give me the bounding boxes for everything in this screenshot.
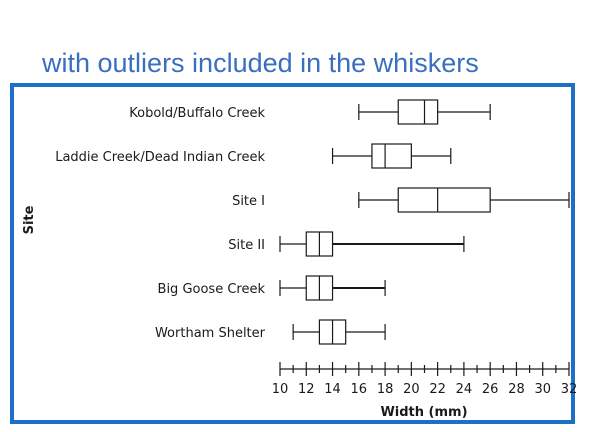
box-plot-row: Kobold/Buffalo Creek <box>129 99 491 125</box>
x-tick-label: 12 <box>298 382 315 397</box>
x-tick-label: 14 <box>324 382 341 397</box>
site-label: Site II <box>228 238 265 253</box>
box-plot-row: Wortham Shelter <box>155 319 386 345</box>
y-axis-title: Site <box>22 205 37 234</box>
x-tick-label: 24 <box>456 382 473 397</box>
site-label: Laddie Creek/Dead Indian Creek <box>55 150 265 165</box>
x-tick-label: 20 <box>403 382 420 397</box>
site-label: Kobold/Buffalo Creek <box>129 106 265 121</box>
site-label: Big Goose Creek <box>158 282 266 297</box>
x-axis: 10 12 14 16 18 20 22 24 26 28 30 32 <box>272 362 578 397</box>
iqr-box <box>397 187 491 213</box>
x-tick-label: 16 <box>351 382 368 397</box>
chart-heading: with outliers included in the whiskers <box>42 48 479 78</box>
chart-frame <box>10 83 575 424</box>
site-label: Wortham Shelter <box>155 326 266 341</box>
x-tick-label: 18 <box>377 382 394 397</box>
box-series: Kobold/Buffalo Creek Laddie Creek/Dead In… <box>55 99 570 345</box>
x-tick-label: 22 <box>429 382 446 397</box>
x-tick-label: 28 <box>508 382 525 397</box>
box-plot-row: Laddie Creek/Dead Indian Creek <box>55 143 452 169</box>
x-tick-label: 10 <box>272 382 289 397</box>
x-axis-title: Width (mm) <box>380 405 467 420</box>
box-plot-row: Site II <box>228 231 465 257</box>
box-plot-row: Site I <box>232 187 570 213</box>
x-tick-label: 32 <box>561 382 578 397</box>
x-tick-label: 30 <box>534 382 551 397</box>
site-label: Site I <box>232 194 265 209</box>
box-plot-row: Big Goose Creek <box>158 275 386 301</box>
iqr-box <box>397 99 439 125</box>
x-tick-label: 26 <box>482 382 499 397</box>
iqr-box <box>371 143 412 169</box>
